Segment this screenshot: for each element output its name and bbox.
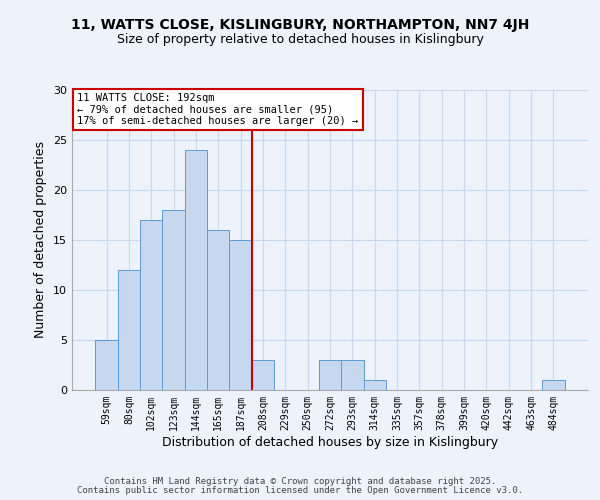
- Y-axis label: Number of detached properties: Number of detached properties: [34, 142, 47, 338]
- Bar: [140, 220, 163, 390]
- Bar: [118, 270, 140, 390]
- X-axis label: Distribution of detached houses by size in Kislingbury: Distribution of detached houses by size …: [162, 436, 498, 448]
- Text: Contains public sector information licensed under the Open Government Licence v3: Contains public sector information licen…: [77, 486, 523, 495]
- Text: 11, WATTS CLOSE, KISLINGBURY, NORTHAMPTON, NN7 4JH: 11, WATTS CLOSE, KISLINGBURY, NORTHAMPTO…: [71, 18, 529, 32]
- Bar: [229, 240, 252, 390]
- Bar: [207, 230, 229, 390]
- Text: Contains HM Land Registry data © Crown copyright and database right 2025.: Contains HM Land Registry data © Crown c…: [104, 477, 496, 486]
- Bar: [185, 150, 207, 390]
- Bar: [252, 360, 274, 390]
- Text: 11 WATTS CLOSE: 192sqm
← 79% of detached houses are smaller (95)
17% of semi-det: 11 WATTS CLOSE: 192sqm ← 79% of detached…: [77, 93, 358, 126]
- Bar: [364, 380, 386, 390]
- Bar: [542, 380, 565, 390]
- Bar: [319, 360, 341, 390]
- Bar: [95, 340, 118, 390]
- Text: Size of property relative to detached houses in Kislingbury: Size of property relative to detached ho…: [116, 32, 484, 46]
- Bar: [163, 210, 185, 390]
- Bar: [341, 360, 364, 390]
